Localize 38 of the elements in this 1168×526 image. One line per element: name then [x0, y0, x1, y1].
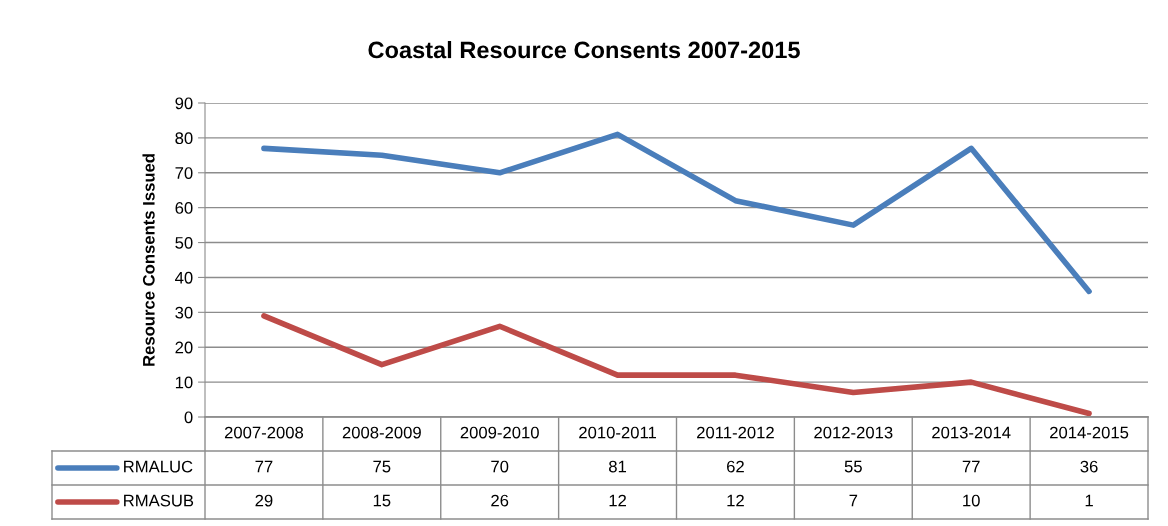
- x-tick-label: 2009-2010: [460, 426, 539, 439]
- y-tick-label: 70: [175, 167, 193, 179]
- y-tick-label: 30: [175, 306, 193, 319]
- y-tick-label: 50: [175, 236, 193, 249]
- data-label: 12: [727, 494, 744, 507]
- y-axis-title: Resource Consents Issued: [142, 154, 155, 366]
- x-tick-label: 2012-2013: [814, 426, 893, 439]
- data-label: 62: [727, 460, 744, 473]
- data-label: 77: [255, 460, 273, 473]
- x-tick-label: 2014-2015: [1050, 426, 1129, 439]
- data-label: 36: [1080, 460, 1098, 473]
- x-tick-label: 2011-2012: [697, 426, 774, 439]
- data-label: 26: [491, 494, 509, 507]
- x-tick-label: 2010-2011: [579, 426, 656, 439]
- data-label: 29: [255, 494, 273, 507]
- legend-label: RMALUC: [124, 460, 193, 473]
- y-tick-label: 80: [175, 132, 193, 145]
- x-tick-label: 2007-2008: [224, 426, 304, 439]
- data-label: 70: [491, 460, 509, 473]
- data-label: 15: [373, 494, 391, 507]
- data-label: 1: [1085, 494, 1093, 507]
- x-tick-label: 2013-2014: [932, 426, 1011, 439]
- x-tick-label: 2008-2009: [342, 426, 421, 439]
- data-label: 12: [609, 494, 626, 507]
- data-label: 7: [849, 494, 858, 507]
- data-label: 81: [609, 460, 627, 473]
- y-tick-label: 0: [184, 411, 193, 424]
- y-tick-label: 10: [175, 376, 193, 389]
- y-tick-label: 90: [175, 97, 193, 110]
- y-tick-label: 60: [175, 202, 193, 214]
- data-label: 55: [844, 460, 862, 473]
- data-label: 10: [963, 494, 980, 507]
- y-tick-label: 20: [175, 341, 193, 354]
- y-tick-label: 40: [175, 271, 193, 284]
- chart-title: Coastal Resource Consents 2007-2015: [368, 41, 800, 59]
- data-label: 75: [373, 460, 391, 473]
- data-label: 77: [962, 460, 980, 473]
- legend-label: RMASUB: [124, 494, 194, 507]
